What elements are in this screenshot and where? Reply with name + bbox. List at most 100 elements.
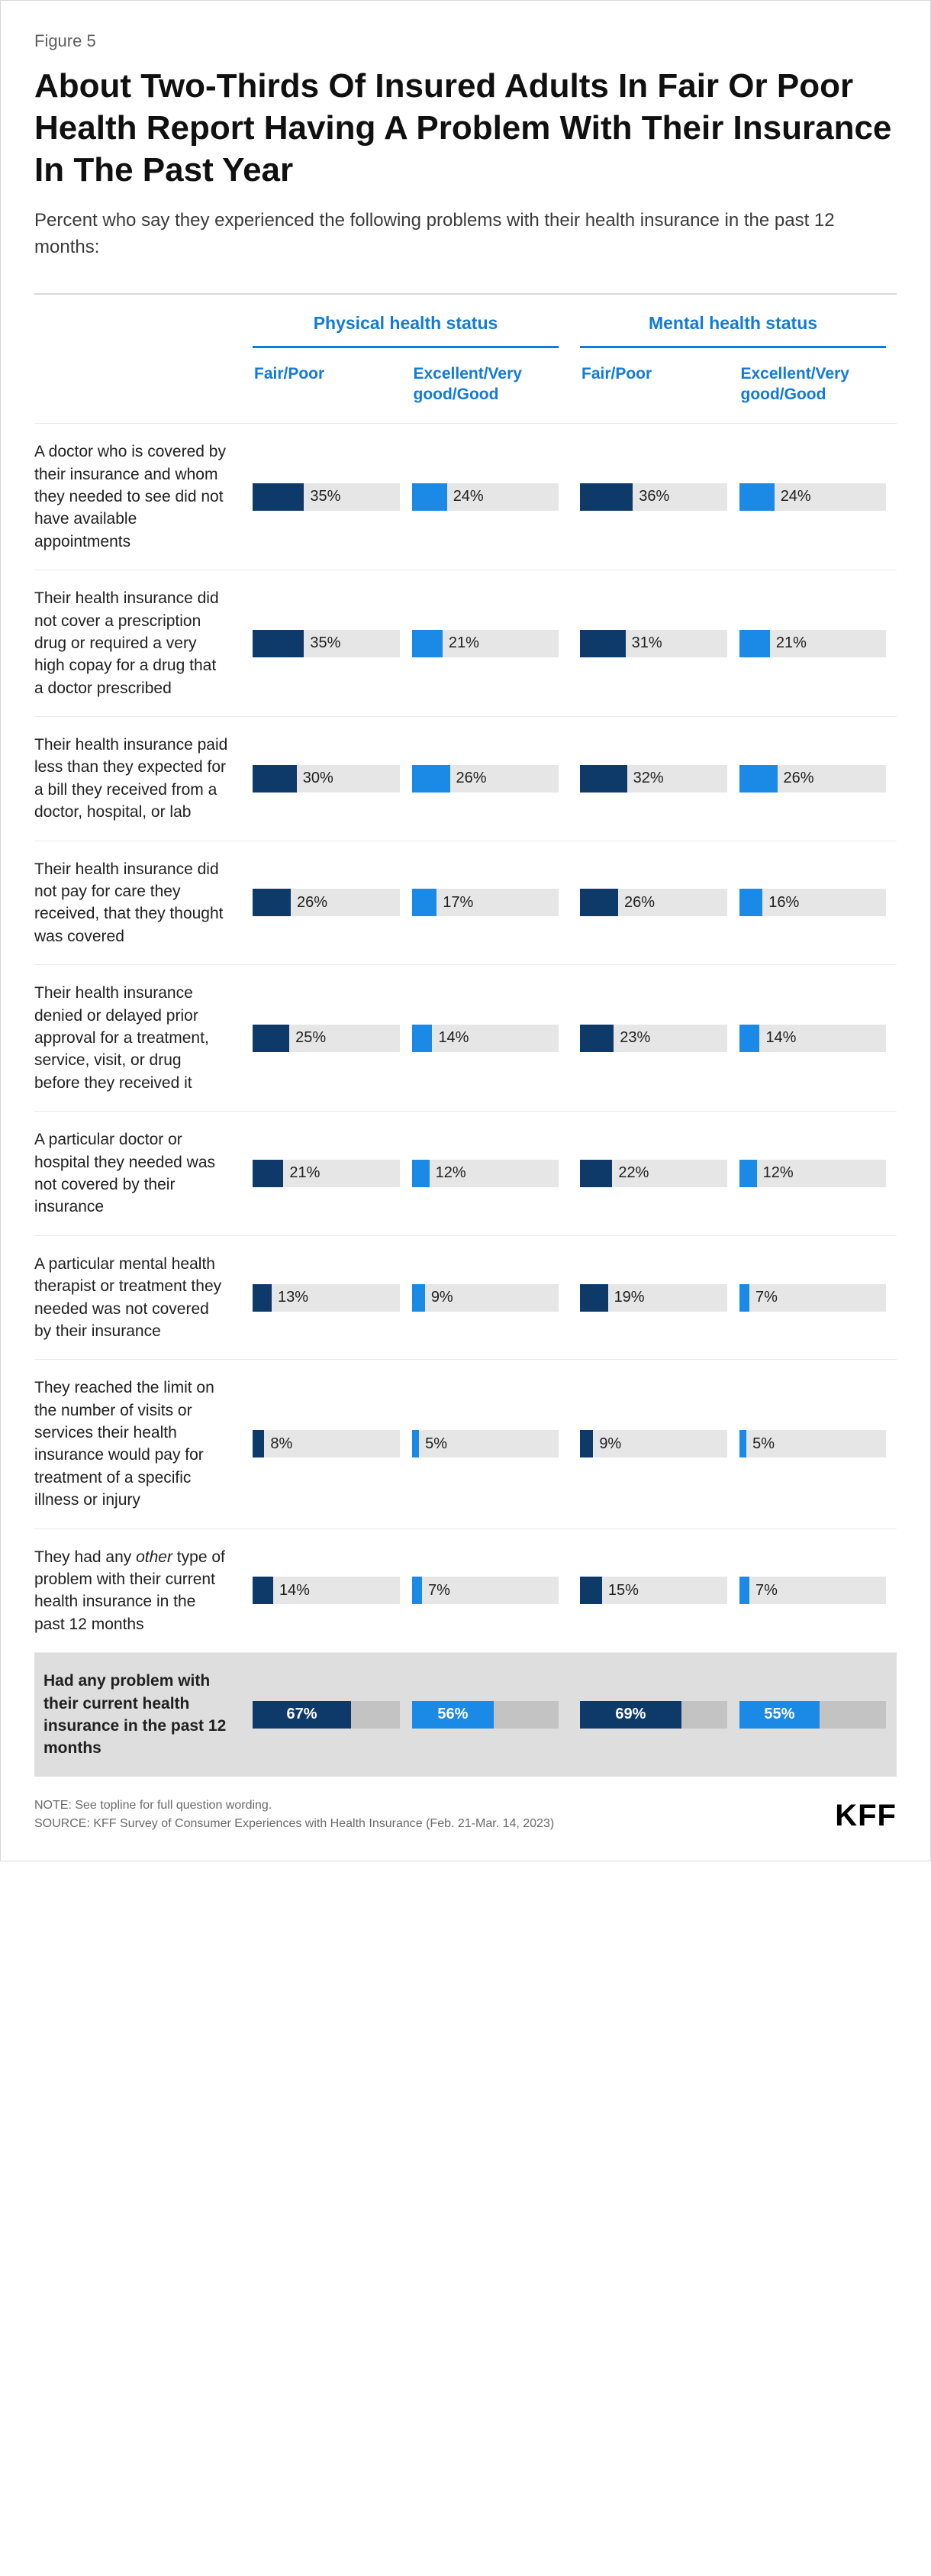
bar-track: 55% xyxy=(739,1701,887,1729)
bar-track: 7% xyxy=(412,1577,559,1604)
bar-fill xyxy=(412,1577,422,1604)
bar-cell: 32% xyxy=(574,765,733,792)
sub-header-physical-fairpoor: Fair/Poor xyxy=(246,348,406,424)
bar-value-label: 67% xyxy=(286,1706,317,1723)
bar-group: 32% 26% xyxy=(569,765,897,792)
bar-fill xyxy=(739,1160,757,1187)
bar-value-label: 26% xyxy=(618,894,655,912)
row-label: A particular mental health therapist or … xyxy=(34,1236,242,1360)
bar-fill xyxy=(580,630,626,657)
bars-area: 35%24%36%24% xyxy=(242,483,897,511)
bar-value-label: 23% xyxy=(614,1029,650,1047)
bar-value-label: 35% xyxy=(304,488,340,505)
sub-header-mental-excellent: Excellent/Very good/Good xyxy=(733,348,893,424)
bar-track: 26% xyxy=(412,765,559,792)
bar-track: 25% xyxy=(253,1025,400,1052)
header-spacer xyxy=(34,295,242,424)
bar-fill xyxy=(412,1160,430,1187)
group-block-mental: Mental health status Fair/Poor Excellent… xyxy=(569,295,897,424)
bar-track: 7% xyxy=(739,1284,887,1312)
data-row: A particular doctor or hospital they nee… xyxy=(34,1111,897,1235)
bar-fill xyxy=(580,483,633,511)
bar-track: 24% xyxy=(739,483,887,511)
bar-track: 69% xyxy=(580,1701,727,1729)
figure-title: About Two-Thirds Of Insured Adults In Fa… xyxy=(34,65,897,191)
row-label: A particular doctor or hospital they nee… xyxy=(34,1112,242,1235)
bar-track: 13% xyxy=(253,1284,400,1312)
bar-value-label: 69% xyxy=(615,1706,646,1723)
bar-cell: 30% xyxy=(246,765,406,792)
bars-area: 8%5% 9%5% xyxy=(242,1430,897,1457)
bar-track: 31% xyxy=(580,630,727,657)
bar-group: 26% 17% xyxy=(242,889,569,916)
footer-area: NOTE: See topline for full question word… xyxy=(34,1796,897,1833)
bar-cell: 7% xyxy=(733,1577,893,1604)
bar-track: 19% xyxy=(580,1284,727,1312)
bar-track: 9% xyxy=(412,1284,559,1312)
bar-value-label: 26% xyxy=(778,770,814,787)
bar-fill xyxy=(412,1025,433,1052)
footer-note-line: NOTE: See topline for full question word… xyxy=(34,1796,554,1815)
bar-fill xyxy=(253,483,304,511)
bar-fill xyxy=(739,1284,749,1312)
data-row: A particular mental health therapist or … xyxy=(34,1235,897,1360)
bar-fill xyxy=(580,1025,614,1052)
bar-fill xyxy=(739,765,778,792)
bar-value-label: 7% xyxy=(749,1289,778,1306)
bar-fill xyxy=(739,630,770,657)
bar-cell: 17% xyxy=(406,889,565,916)
bar-fill xyxy=(253,1430,264,1457)
bars-area: 25% 14% 23% 14% xyxy=(242,1025,897,1052)
bar-track: 9% xyxy=(580,1430,727,1457)
bar-cell: 12% xyxy=(406,1160,565,1187)
bars-area: 35%21%31%21% xyxy=(242,630,897,657)
bar-group: 22%12% xyxy=(569,1160,897,1187)
bar-group: 13% 9% xyxy=(242,1284,569,1312)
bar-track: 5% xyxy=(412,1430,559,1457)
bar-value-label: 19% xyxy=(608,1289,645,1306)
bar-cell: 26% xyxy=(574,889,733,916)
bar-track: 21% xyxy=(412,630,559,657)
bar-track: 12% xyxy=(412,1160,559,1187)
bar-value-label: 55% xyxy=(764,1706,794,1723)
bar-cell: 23% xyxy=(574,1025,733,1052)
bar-track: 23% xyxy=(580,1025,727,1052)
sub-header-row-mental: Fair/Poor Excellent/Very good/Good xyxy=(574,348,892,424)
bar-cell: 8% xyxy=(246,1430,406,1457)
bar-value-label: 13% xyxy=(272,1289,308,1306)
bars-area: 13% 9% 19% 7% xyxy=(242,1284,897,1312)
row-label: They had any other type of problem with … xyxy=(34,1529,242,1653)
bar-value-label: 21% xyxy=(283,1164,320,1182)
bar-cell: 9% xyxy=(574,1430,733,1457)
bar-cell: 26% xyxy=(246,889,406,916)
bar-fill xyxy=(580,1284,608,1312)
bar-track: 30% xyxy=(253,765,400,792)
bar-track: 36% xyxy=(580,483,727,511)
bar-value-label: 36% xyxy=(633,488,669,505)
bar-cell: 13% xyxy=(246,1284,406,1312)
bar-value-label: 35% xyxy=(304,634,340,652)
bars-area: 14% 7% 15% 7% xyxy=(242,1577,897,1604)
bar-cell: 14% xyxy=(406,1025,565,1052)
bar-value-label: 26% xyxy=(450,770,487,787)
bars-area: 67% 56% 69% 55% xyxy=(242,1701,897,1729)
bar-value-label: 30% xyxy=(297,770,333,787)
bar-track: 15% xyxy=(580,1577,727,1604)
figure-number-label: Figure 5 xyxy=(34,31,897,51)
bar-value-label: 17% xyxy=(437,894,473,912)
bar-cell: 35% xyxy=(246,630,406,657)
bar-group: 9%5% xyxy=(569,1430,897,1457)
bar-fill xyxy=(253,1160,283,1187)
bar-value-label: 56% xyxy=(437,1706,468,1723)
bar-track: 14% xyxy=(412,1025,559,1052)
bar-cell: 36% xyxy=(574,483,733,511)
bar-value-label: 14% xyxy=(273,1582,310,1600)
summary-row: Had any problem with their current healt… xyxy=(34,1652,897,1777)
bar-value-label: 7% xyxy=(749,1582,778,1600)
bar-cell: 67% xyxy=(246,1701,406,1729)
sub-header-row-physical: Fair/Poor Excellent/Very good/Good xyxy=(246,348,565,424)
bar-cell: 26% xyxy=(733,765,893,792)
bar-cell: 26% xyxy=(406,765,565,792)
bar-cell: 14% xyxy=(733,1025,893,1052)
row-label: Their health insurance did not pay for c… xyxy=(34,841,242,965)
